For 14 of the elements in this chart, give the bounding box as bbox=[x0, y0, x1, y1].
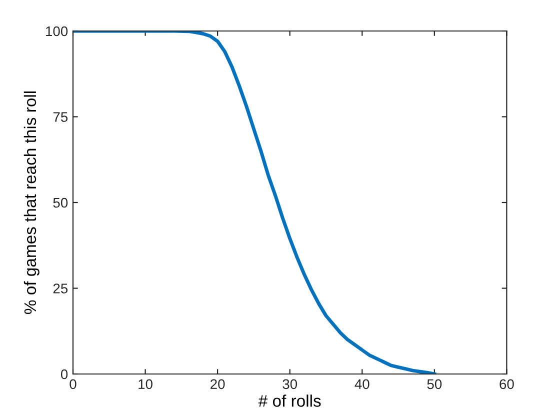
x-axis-title: # of rolls bbox=[258, 394, 321, 407]
x-tick-label: 50 bbox=[427, 379, 442, 390]
x-tick-label: 10 bbox=[138, 379, 152, 390]
x-tick-label: 60 bbox=[500, 379, 514, 390]
y-tick-label: 100 bbox=[46, 26, 68, 36]
x-tick-label: 40 bbox=[354, 379, 370, 390]
y-tick-label: 50 bbox=[53, 198, 68, 208]
y-tick-label: 0 bbox=[60, 369, 68, 380]
x-tick-label: 30 bbox=[282, 379, 298, 390]
y-axis-title: % of games that reach this roll bbox=[24, 92, 40, 314]
y-tick-label: 75 bbox=[53, 112, 68, 122]
x-tick-label: 20 bbox=[210, 379, 225, 390]
y-tick-label: 25 bbox=[53, 284, 68, 294]
x-tick-label: 0 bbox=[70, 379, 76, 390]
